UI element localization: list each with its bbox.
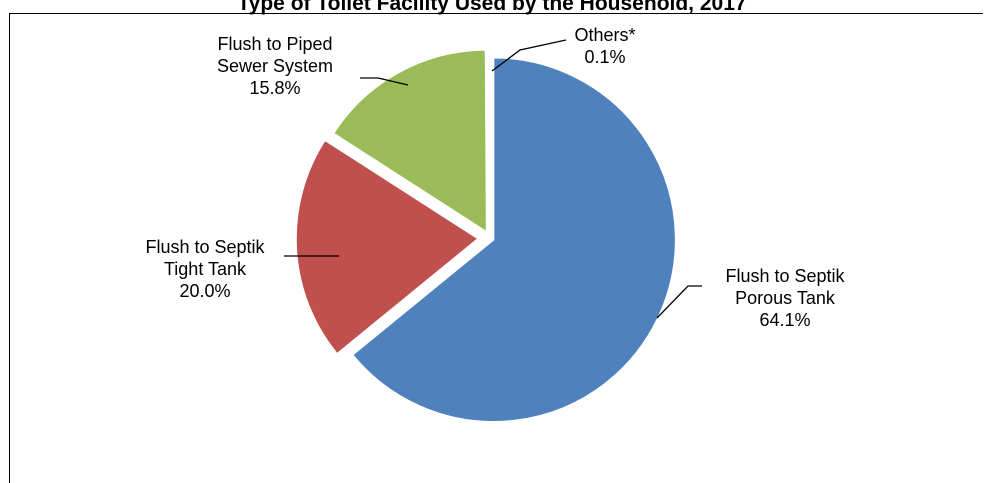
slice-label: Flush to Piped Sewer System 15.8% (190, 33, 360, 99)
slice-label: Flush to Septik Tight Tank 20.0% (120, 236, 290, 302)
slice-label-text: Porous Tank (735, 288, 835, 308)
leader-line (491, 39, 567, 72)
slice-label-text: Sewer System (216, 56, 334, 76)
chart-title: Type of Toilet Facility Used by the Hous… (237, 0, 747, 15)
slice-label-text: Tight Tank (163, 259, 247, 279)
slice-label-text: Flush to Piped (217, 34, 333, 54)
slice-value-label: 15.8% (249, 78, 301, 98)
leader-line (360, 77, 409, 86)
slice-value-label: 64.1% (759, 310, 811, 330)
slice-label-text: Flush to Septik (725, 266, 845, 286)
slice-value-label: 0.1% (584, 47, 626, 67)
slice-label-text: Others* (574, 25, 636, 45)
pie-slices (295, 49, 677, 423)
chart-frame (9, 13, 983, 483)
pie-slice (488, 51, 491, 235)
pie-slice (295, 139, 480, 355)
slice-label: Others* 0.1% (555, 24, 655, 68)
slice-label-text: Flush to Septik (145, 237, 265, 257)
slice-value-label: 20.0% (179, 281, 231, 301)
leader-line (656, 285, 702, 319)
leader-lines (284, 39, 702, 319)
pie-slice (332, 49, 488, 234)
slice-label: Flush to Septik Porous Tank 64.1% (700, 265, 870, 331)
